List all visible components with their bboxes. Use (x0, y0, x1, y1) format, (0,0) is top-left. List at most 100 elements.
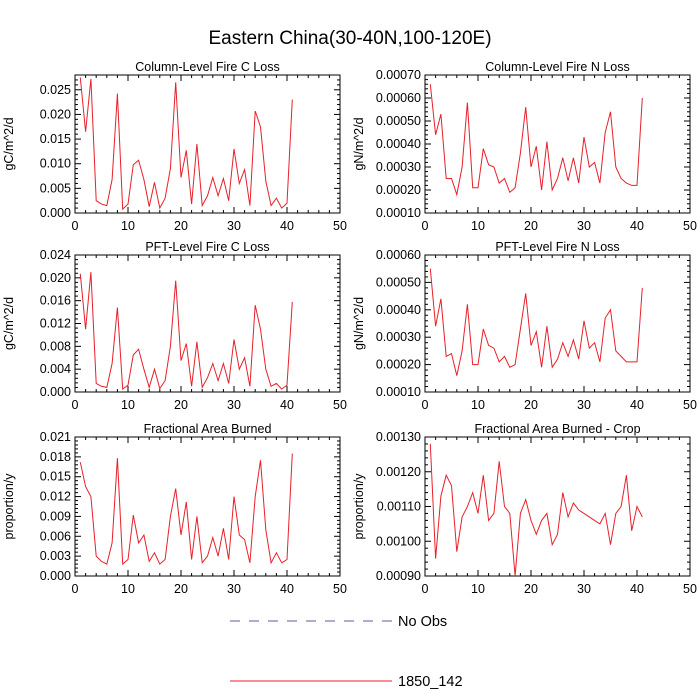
y-tick-label: 0.00050 (376, 275, 421, 289)
x-tick-label: 40 (630, 219, 644, 233)
series-line (429, 268, 643, 376)
y-tick-label: 0.00020 (376, 183, 421, 197)
x-tick-label: 0 (72, 582, 79, 596)
x-tick-label: 30 (577, 398, 591, 412)
plot-frame (424, 254, 691, 393)
y-tick-label: 0.00010 (376, 385, 421, 399)
legend: No Obs 1850_142 (230, 614, 463, 690)
y-tick-label: 0.00030 (376, 330, 421, 344)
x-tick-label: 10 (121, 398, 135, 412)
x-tick-label: 20 (524, 219, 538, 233)
y-tick-label: 0.015 (40, 132, 71, 146)
x-tick-label: 30 (227, 398, 241, 412)
y-tick-label: 0.006 (40, 529, 71, 543)
x-tick-label: 30 (227, 219, 241, 233)
panel-5: Fractional Area Burned proportion/y 0 10 20 3… (2, 422, 347, 596)
x-tick-label: 20 (524, 582, 538, 596)
x-tick-label: 50 (683, 398, 697, 412)
x-tick-label: 0 (72, 219, 79, 233)
panel-4: PFT-Level Fire N Loss gN/m^2/d 0 10 20 30 40 50… (352, 240, 697, 412)
y-tick-label: 0.004 (40, 362, 71, 376)
x-tick-label: 20 (524, 398, 538, 412)
series-line (79, 453, 293, 566)
x-tick-label: 40 (280, 582, 294, 596)
plot-frame (74, 436, 341, 577)
y-tick-label: 0.000 (40, 385, 71, 399)
y-axis-label: gC/m^2/d (2, 117, 16, 170)
panel-6: Fractional Area Burned - Crop proportion/… (352, 422, 697, 596)
y-tick-label: 0.00060 (376, 91, 421, 105)
y-tick-label: 0.00090 (376, 569, 421, 583)
x-tick-label: 10 (471, 398, 485, 412)
x-tick-label: 10 (121, 582, 135, 596)
series-line (79, 77, 293, 211)
panel-title: PFT-Level Fire N Loss (495, 240, 619, 254)
y-tick-label: 0.003 (40, 549, 71, 563)
x-tick-label: 20 (174, 582, 188, 596)
x-tick-label: 50 (333, 582, 347, 596)
panel-title: Column-Level Fire C Loss (135, 60, 280, 74)
x-tick-label: 50 (333, 219, 347, 233)
series-line (429, 84, 643, 197)
y-tick-label: 0.00050 (376, 114, 421, 128)
x-tick-label: 50 (683, 219, 697, 233)
x-tick-label: 30 (227, 582, 241, 596)
panel-title: Fractional Area Burned - Crop (474, 422, 640, 436)
panel-1: Column-Level Fire C Loss gC/m^2/d 0 10 20 30 4… (2, 60, 347, 233)
y-tick-label: 0.008 (40, 339, 71, 353)
y-tick-label: 0.020 (40, 271, 71, 285)
x-tick-label: 30 (577, 582, 591, 596)
x-tick-label: 0 (422, 398, 429, 412)
legend-label: No Obs (398, 614, 447, 630)
y-tick-label: 0.00120 (376, 465, 421, 479)
y-tick-label: 0.00110 (377, 500, 421, 514)
y-tick-label: 0.000 (40, 569, 71, 583)
y-tick-label: 0.009 (40, 509, 71, 523)
x-tick-label: 30 (577, 219, 591, 233)
y-tick-label: 0.018 (40, 450, 71, 464)
x-tick-label: 40 (280, 219, 294, 233)
y-tick-label: 0.025 (40, 83, 71, 97)
chart-main-title: Eastern China(30-40N,100-120E) (208, 28, 492, 49)
x-tick-label: 20 (174, 398, 188, 412)
panel-title: Column-Level Fire N Loss (485, 60, 630, 74)
x-tick-label: 20 (174, 219, 188, 233)
y-tick-label: 0.00070 (376, 68, 421, 82)
y-tick-label: 0.00130 (376, 430, 421, 444)
y-tick-label: 0.00030 (376, 160, 421, 174)
y-tick-label: 0.012 (40, 317, 71, 331)
y-axis-label: proportion/y (2, 473, 16, 540)
x-tick-label: 0 (422, 582, 429, 596)
y-tick-label: 0.000 (40, 206, 71, 220)
legend-label: 1850_142 (398, 674, 463, 690)
plot-frame (74, 254, 341, 393)
y-tick-label: 0.012 (40, 490, 71, 504)
x-tick-label: 10 (121, 219, 135, 233)
y-tick-label: 0.021 (40, 430, 71, 444)
x-tick-label: 10 (471, 582, 485, 596)
y-tick-label: 0.020 (40, 107, 71, 121)
x-tick-label: 40 (280, 398, 294, 412)
y-tick-label: 0.00060 (376, 248, 421, 262)
x-tick-label: 40 (630, 582, 644, 596)
y-tick-label: 0.00040 (376, 303, 421, 317)
y-tick-label: 0.00020 (376, 358, 421, 372)
y-tick-label: 0.015 (40, 470, 71, 484)
x-tick-label: 40 (630, 398, 644, 412)
x-tick-label: 10 (471, 219, 485, 233)
panel-2: Column-Level Fire N Loss gN/m^2/d 0 10 20 30 4… (352, 60, 697, 233)
x-tick-label: 0 (422, 219, 429, 233)
x-tick-label: 50 (333, 398, 347, 412)
panel-title: PFT-Level Fire C Loss (145, 240, 269, 254)
series-line (79, 272, 293, 391)
y-tick-label: 0.016 (40, 294, 71, 308)
y-tick-label: 0.00040 (376, 137, 421, 151)
panel-title: Fractional Area Burned (144, 422, 272, 436)
y-axis-label: gN/m^2/d (352, 117, 366, 170)
y-axis-label: proportion/y (352, 473, 366, 540)
y-axis-label: gC/m^2/d (2, 297, 16, 350)
y-tick-label: 0.024 (40, 248, 71, 262)
series-line (429, 443, 643, 577)
panel-3: PFT-Level Fire C Loss gC/m^2/d 0 10 20 30 40 50… (2, 240, 347, 412)
